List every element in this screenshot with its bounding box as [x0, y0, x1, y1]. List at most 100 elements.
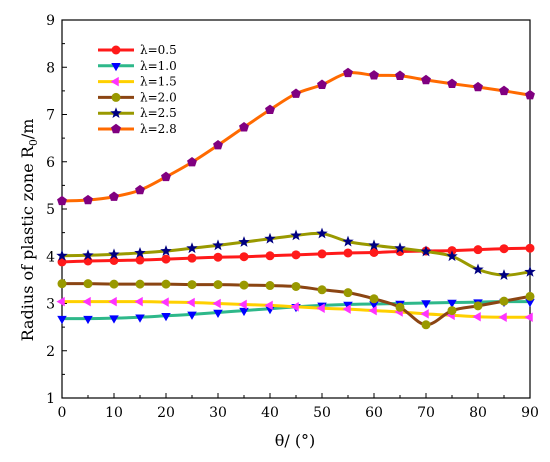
data-point	[187, 157, 197, 167]
data-point	[160, 245, 172, 256]
legend-label: λ=2.8	[140, 122, 177, 136]
data-point	[525, 291, 535, 301]
data-point	[498, 312, 507, 322]
data-point	[109, 191, 119, 201]
data-point	[161, 171, 171, 182]
data-point	[109, 279, 119, 289]
legend-marker	[111, 63, 121, 72]
data-point	[525, 298, 535, 308]
y-tick-label: 2	[46, 344, 55, 360]
y-tick-label: 7	[46, 108, 55, 124]
axes: 0 10 20 30 40 50 60 70 80 90 1 2 3 4 5 6 7 8 9	[46, 13, 539, 421]
data-point	[498, 269, 510, 280]
data-point	[83, 194, 93, 205]
data-point	[56, 296, 65, 307]
data-point	[264, 232, 276, 244]
data-point	[524, 265, 536, 277]
data-point	[239, 122, 249, 132]
data-point	[342, 235, 354, 247]
series-4	[57, 279, 535, 330]
x-tick-label: 50	[313, 405, 331, 421]
data-point	[343, 248, 353, 258]
x-tick-label: 10	[105, 405, 123, 421]
data-point	[421, 320, 431, 330]
x-tick-label: 80	[469, 405, 487, 421]
data-point	[447, 78, 457, 88]
legend-label: λ=2.5	[140, 106, 177, 120]
legend: λ=0.5 λ=1.0 λ=1.5λ=2.0 λ=2.5 λ=2.8	[98, 43, 177, 136]
data-point	[473, 301, 483, 311]
data-point	[238, 236, 250, 247]
x-tick-label: 40	[261, 405, 279, 421]
data-point	[317, 249, 327, 259]
data-point	[82, 296, 91, 307]
data-point	[187, 253, 197, 263]
data-point	[525, 89, 535, 100]
data-point	[368, 305, 377, 316]
data-point	[291, 281, 301, 291]
data-point	[421, 74, 431, 85]
x-tick-label: 70	[417, 405, 435, 421]
series-5	[56, 227, 536, 280]
data-point	[316, 303, 325, 313]
plot-frame	[61, 19, 531, 399]
data-point	[369, 294, 379, 304]
legend-item: λ=1.5	[98, 75, 177, 89]
data-point	[57, 315, 67, 325]
data-point	[212, 239, 224, 251]
y-tick-label: 4	[46, 249, 55, 265]
legend-label: λ=1.5	[140, 75, 177, 89]
legend-marker	[111, 45, 121, 55]
data-point	[369, 301, 379, 310]
legend-item: λ=2.8	[98, 122, 177, 136]
series-group	[56, 67, 536, 330]
data-point	[134, 296, 143, 307]
legend-label: λ=0.5	[140, 43, 177, 57]
data-point	[524, 312, 533, 322]
data-point	[291, 88, 301, 98]
data-point	[368, 239, 380, 251]
data-point	[239, 280, 249, 290]
legend-marker	[111, 123, 121, 134]
y-axis-title-main: Radius of plastic zone R	[18, 145, 37, 341]
y-tick-label: 9	[46, 13, 55, 29]
data-point	[83, 315, 93, 325]
x-tick-label: 30	[209, 405, 227, 421]
y-tick-label: 1	[46, 391, 55, 407]
data-point	[213, 280, 223, 290]
data-point	[499, 85, 509, 96]
data-point	[343, 67, 353, 78]
data-point	[317, 285, 327, 295]
data-point	[161, 279, 171, 289]
data-point	[395, 70, 405, 80]
data-point	[317, 79, 327, 89]
data-point	[446, 250, 458, 262]
data-point	[82, 249, 94, 261]
data-point	[109, 256, 119, 266]
legend-marker	[111, 92, 121, 102]
data-point	[421, 300, 431, 309]
data-point	[447, 306, 457, 316]
data-point	[316, 227, 328, 239]
y-axis-title-unit: /m	[18, 119, 37, 140]
data-point	[394, 242, 406, 254]
data-point	[186, 242, 198, 254]
data-point	[343, 288, 353, 298]
data-point	[343, 301, 353, 310]
data-point	[420, 245, 432, 257]
data-point	[57, 279, 67, 289]
legend-item: λ=1.0	[98, 59, 177, 73]
data-point	[57, 257, 67, 267]
data-point	[265, 251, 275, 261]
data-point	[212, 298, 221, 309]
data-point	[213, 252, 223, 262]
data-point	[290, 302, 299, 312]
data-point	[187, 280, 197, 290]
data-point	[239, 252, 249, 262]
data-point	[108, 248, 120, 260]
data-point	[395, 302, 405, 312]
data-point	[265, 104, 275, 114]
legend-item: λ=2.0	[98, 90, 177, 104]
data-point	[369, 70, 379, 80]
data-point	[134, 246, 146, 258]
